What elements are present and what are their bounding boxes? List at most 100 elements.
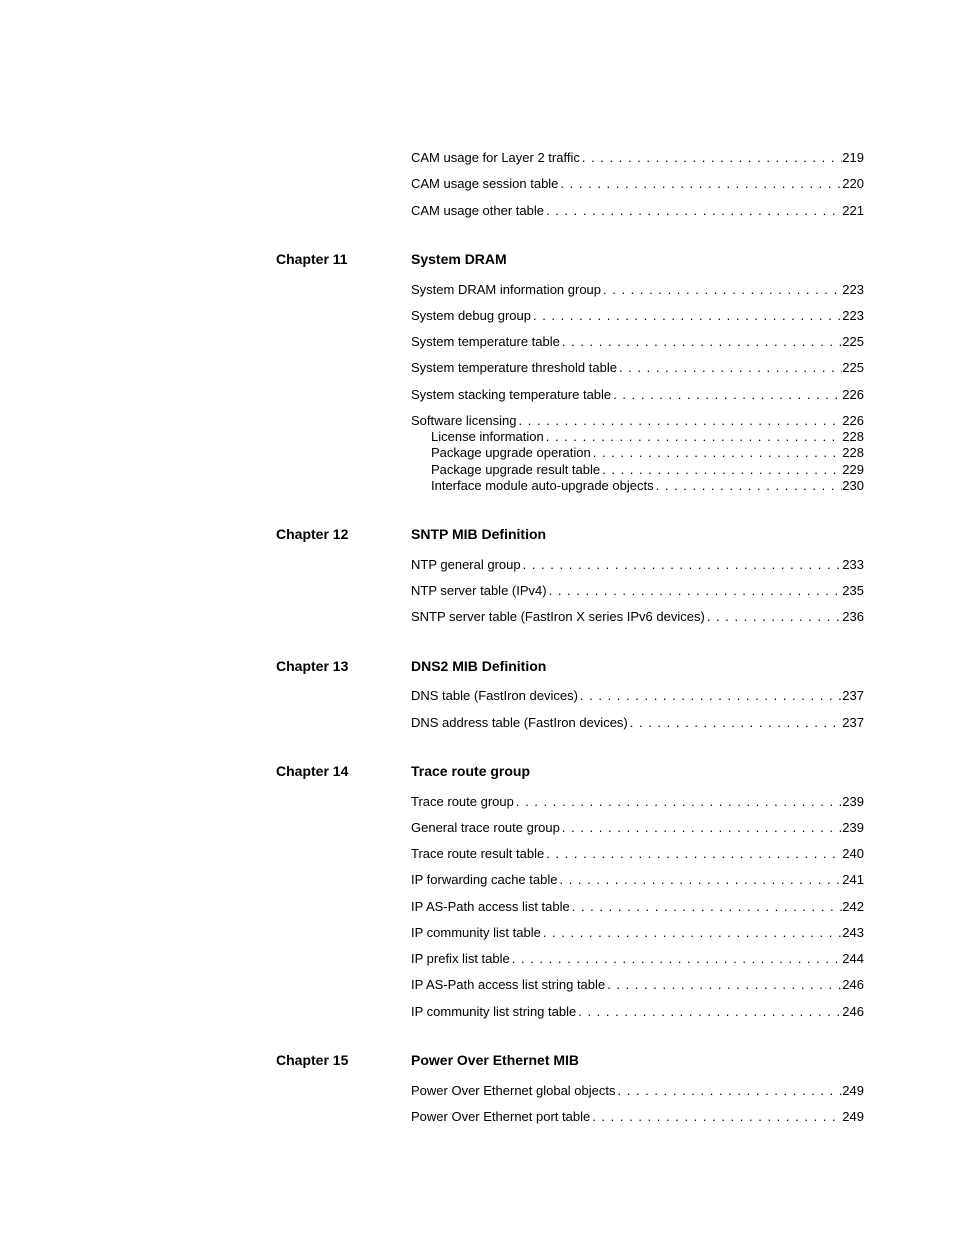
dot-leader — [517, 413, 843, 429]
entry-title: DNS table (FastIron devices) — [411, 688, 578, 704]
chapter-label: Chapter 12 — [276, 526, 411, 543]
sub-entry-title: Package upgrade operation — [431, 445, 591, 461]
dot-leader — [544, 429, 843, 445]
section-head: Chapter 11 System DRAM — [276, 251, 864, 268]
entry-title: General trace route group — [411, 820, 560, 836]
dot-leader — [514, 794, 842, 810]
dot-leader — [576, 1004, 842, 1020]
toc-entry: NTP general group 233 — [411, 557, 864, 573]
toc-entry: System temperature threshold table 225 — [411, 360, 864, 376]
section-head: Chapter 15 Power Over Ethernet MIB — [276, 1052, 864, 1069]
toc-entry: IP community list table 243 — [411, 925, 864, 941]
dot-leader — [547, 583, 843, 599]
sub-entry-page: 230 — [842, 478, 864, 494]
dot-leader — [510, 951, 843, 967]
dot-leader — [560, 820, 842, 836]
sub-entry-page: 228 — [842, 445, 864, 461]
section-title: SNTP MIB Definition — [411, 526, 546, 543]
dot-leader — [616, 1083, 843, 1099]
dot-leader — [521, 557, 843, 573]
section-entries: Power Over Ethernet global objects 249 P… — [411, 1083, 864, 1126]
entry-title: IP AS-Path access list string table — [411, 977, 605, 993]
entry-title: Power Over Ethernet port table — [411, 1109, 590, 1125]
entry-title: Trace route result table — [411, 846, 544, 862]
entry-title: Power Over Ethernet global objects — [411, 1083, 616, 1099]
entry-page: 246 — [842, 977, 864, 993]
entry-title: CAM usage other table — [411, 203, 544, 219]
toc-sub-entry: Package upgrade operation 228 — [411, 445, 864, 461]
dot-leader — [531, 308, 842, 324]
toc-entry: DNS table (FastIron devices) 237 — [411, 688, 864, 704]
entry-page: 244 — [842, 951, 864, 967]
toc-entry: IP prefix list table 244 — [411, 951, 864, 967]
toc-entry: System temperature table 225 — [411, 334, 864, 350]
entry-page: 237 — [842, 715, 864, 731]
toc-section: Chapter 13 DNS2 MIB Definition DNS table… — [276, 658, 864, 731]
dot-leader — [705, 609, 842, 625]
toc-entry: IP AS-Path access list string table 246 — [411, 977, 864, 993]
toc-entry: System stacking temperature table 226 — [411, 387, 864, 403]
entry-page: 239 — [842, 820, 864, 836]
entry-title: System stacking temperature table — [411, 387, 611, 403]
toc-entry: Trace route result table 240 — [411, 846, 864, 862]
entry-page: 249 — [842, 1109, 864, 1125]
entry-title: IP AS-Path access list table — [411, 899, 570, 915]
pre-section-entries: CAM usage for Layer 2 traffic 219 CAM us… — [411, 150, 864, 219]
toc-entry: NTP server table (IPv4) 235 — [411, 583, 864, 599]
entry-page: 249 — [842, 1083, 864, 1099]
toc-entry: Power Over Ethernet global objects 249 — [411, 1083, 864, 1099]
toc-section: Chapter 14 Trace route group Trace route… — [276, 763, 864, 1020]
entry-page: 246 — [842, 1004, 864, 1020]
entry-page: 219 — [842, 150, 864, 166]
dot-leader — [605, 977, 842, 993]
entry-title: System temperature table — [411, 334, 560, 350]
entry-title: NTP server table (IPv4) — [411, 583, 547, 599]
entry-page: 241 — [842, 872, 864, 888]
dot-leader — [578, 688, 842, 704]
toc-section: Chapter 11 System DRAM System DRAM infor… — [276, 251, 864, 494]
toc-entry: Software licensing 226 — [411, 413, 864, 429]
section-entries: DNS table (FastIron devices) 237 DNS add… — [411, 688, 864, 731]
dot-leader — [611, 387, 842, 403]
chapter-label: Chapter 13 — [276, 658, 411, 675]
toc-entry-group: Software licensing 226 License informati… — [411, 413, 864, 494]
section-head: Chapter 12 SNTP MIB Definition — [276, 526, 864, 543]
dot-leader — [560, 334, 842, 350]
dot-leader — [580, 150, 842, 166]
section-head: Chapter 14 Trace route group — [276, 763, 864, 780]
entry-title: Trace route group — [411, 794, 514, 810]
sub-entry-title: Interface module auto-upgrade objects — [431, 478, 654, 494]
toc-entry: CAM usage for Layer 2 traffic 219 — [411, 150, 864, 166]
entry-page: 237 — [842, 688, 864, 704]
entry-page: 233 — [842, 557, 864, 573]
sub-entry-title: License information — [431, 429, 544, 445]
section-title: System DRAM — [411, 251, 507, 268]
dot-leader — [591, 445, 843, 461]
chapter-label: Chapter 11 — [276, 251, 411, 268]
section-entries: NTP general group 233 NTP server table (… — [411, 557, 864, 626]
sub-entry-title: Package upgrade result table — [431, 462, 600, 478]
dot-leader — [654, 478, 843, 494]
dot-leader — [590, 1109, 842, 1125]
toc-entry: IP forwarding cache table 241 — [411, 872, 864, 888]
entry-title: IP prefix list table — [411, 951, 510, 967]
entry-title: CAM usage session table — [411, 176, 558, 192]
toc-entry: Trace route group 239 — [411, 794, 864, 810]
dot-leader — [600, 462, 842, 478]
toc-sub-entry: Package upgrade result table 229 — [411, 462, 864, 478]
entry-title: NTP general group — [411, 557, 521, 573]
sub-entry-page: 229 — [842, 462, 864, 478]
entry-title: IP community list string table — [411, 1004, 576, 1020]
dot-leader — [570, 899, 843, 915]
section-head: Chapter 13 DNS2 MIB Definition — [276, 658, 864, 675]
toc-entry: CAM usage session table 220 — [411, 176, 864, 192]
toc-entry: IP AS-Path access list table 242 — [411, 899, 864, 915]
toc-entry: CAM usage other table 221 — [411, 203, 864, 219]
entry-page: 225 — [842, 334, 864, 350]
chapter-label: Chapter 14 — [276, 763, 411, 780]
dot-leader — [541, 925, 842, 941]
entry-title: System DRAM information group — [411, 282, 601, 298]
entry-page: 239 — [842, 794, 864, 810]
chapter-label: Chapter 15 — [276, 1052, 411, 1069]
entry-page: 225 — [842, 360, 864, 376]
